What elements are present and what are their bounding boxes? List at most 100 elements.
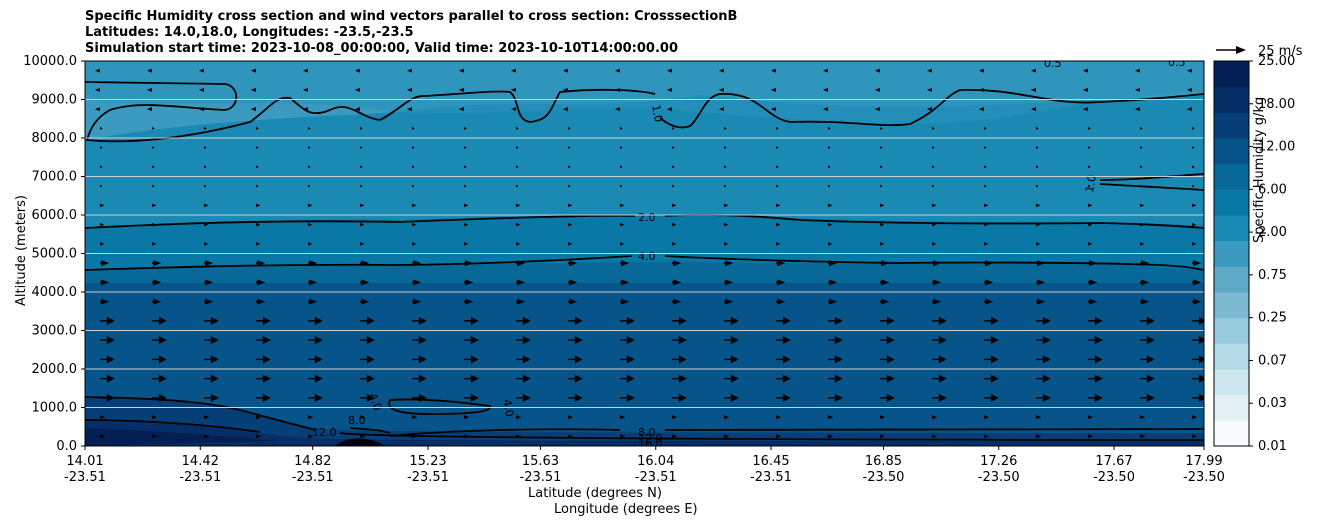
wind-arrow (724, 242, 729, 246)
wind-arrow (620, 415, 626, 420)
wind-arrow (620, 126, 623, 130)
wind-arrow (880, 393, 895, 402)
colorbar-tick-label: 12.00 (1258, 140, 1295, 155)
wind-arrow (360, 316, 375, 325)
wind-arrow (1036, 146, 1039, 150)
band-6-8 (85, 283, 1204, 446)
x-tick-label-lon: -23.51 (64, 470, 106, 485)
wind-arrow (880, 126, 883, 130)
wind-arrow (724, 434, 730, 439)
wind-arrow (308, 126, 311, 130)
wind-arrow (620, 165, 623, 169)
wind-arrow (1192, 336, 1204, 345)
wind-arrow (568, 184, 571, 188)
wind-arrow (94, 68, 100, 73)
wind-arrow (932, 298, 942, 305)
wind-arrow (770, 107, 776, 112)
wind-arrow (464, 222, 469, 227)
wind-arrow (1140, 279, 1150, 286)
x-tick-label-lat: 14.82 (294, 454, 331, 469)
wind-arrow (464, 146, 467, 150)
wind-arrow (932, 126, 935, 130)
wind-arrow (308, 336, 323, 345)
wind-arrow (360, 374, 375, 383)
wind-arrow (464, 184, 467, 188)
wind-arrow (302, 87, 308, 92)
wind-arrow (562, 68, 568, 73)
wind-arrow (770, 68, 776, 73)
wind-arrow (984, 222, 989, 227)
colorbar-segment (1214, 343, 1249, 370)
wind-arrow (1192, 374, 1204, 383)
y-tick-label: 6000.0 (32, 208, 78, 223)
wind-arrow (880, 222, 885, 227)
wind-arrow (1186, 68, 1192, 73)
colorbar-tick-label: 18.00 (1258, 97, 1295, 112)
wind-arrow (932, 184, 935, 188)
wind-arrow (360, 415, 366, 420)
wind-arrow (672, 203, 677, 208)
wind-arrow (94, 87, 100, 92)
wind-arrow (256, 260, 266, 267)
quiver-key-label: 25 m/s (1258, 44, 1303, 59)
contour-label: 12.0 (312, 426, 337, 439)
wind-arrow (204, 393, 219, 402)
wind-arrow (874, 107, 880, 112)
wind-arrow (672, 415, 678, 420)
wind-arrow (360, 222, 365, 227)
wind-arrow (100, 242, 105, 246)
wind-arrow (926, 68, 932, 73)
wind-arrow (360, 393, 375, 402)
y-tick-label: 4000.0 (32, 285, 78, 300)
wind-arrow (94, 107, 100, 112)
wind-arrow (516, 415, 522, 420)
colorbar-segment (1214, 215, 1249, 242)
wind-arrow (828, 242, 833, 246)
x-tick-label-lat: 15.63 (522, 454, 559, 469)
wind-arrow (614, 68, 620, 73)
wind-arrow (1192, 279, 1202, 286)
wind-arrow (100, 316, 115, 325)
wind-arrow (1140, 203, 1145, 208)
wind-arrow (880, 415, 886, 420)
wind-arrow (672, 279, 682, 286)
x-tick-label-lon: -23.51 (635, 470, 677, 485)
wind-arrow (516, 165, 519, 169)
wind-arrow (1134, 107, 1140, 112)
wind-arrow (614, 107, 620, 112)
wind-arrow (100, 415, 106, 420)
wind-arrow (1192, 126, 1195, 130)
wind-arrow (1036, 279, 1046, 286)
colorbar-segment (1214, 163, 1249, 190)
wind-arrow (984, 298, 994, 305)
y-tick-label: 9000.0 (32, 93, 78, 108)
wind-arrow (256, 222, 261, 227)
wind-arrow (1082, 87, 1088, 92)
wind-arrow (412, 316, 427, 325)
wind-arrow (776, 146, 779, 150)
wind-arrow (880, 374, 895, 383)
wind-arrow (464, 242, 469, 246)
wind-arrow (1088, 374, 1103, 383)
wind-arrow (880, 165, 883, 169)
wind-arrow (822, 68, 828, 73)
wind-arrow (464, 203, 469, 208)
colorbar-tick-label: 0.75 (1258, 268, 1287, 283)
x-axis: 14.01-23.5114.42-23.5114.82-23.5115.23-2… (64, 446, 1225, 485)
wind-arrow (308, 222, 313, 227)
colorbar-tick-label: 25.00 (1258, 54, 1295, 69)
wind-arrow (204, 165, 207, 169)
wind-arrow (620, 434, 626, 439)
wind-arrow (724, 203, 729, 208)
wind-arrow (568, 146, 571, 150)
wind-arrow (204, 203, 209, 208)
y-tick-label: 8000.0 (32, 131, 78, 146)
wind-arrow (620, 184, 623, 188)
wind-arrow (412, 298, 422, 305)
wind-arrow (620, 374, 635, 383)
x-tick-label-lat: 17.67 (1095, 454, 1132, 469)
wind-arrow (204, 184, 207, 188)
wind-arrow (1088, 222, 1093, 227)
wind-arrow (1088, 298, 1098, 305)
y-tick-label: 7000.0 (32, 170, 78, 185)
